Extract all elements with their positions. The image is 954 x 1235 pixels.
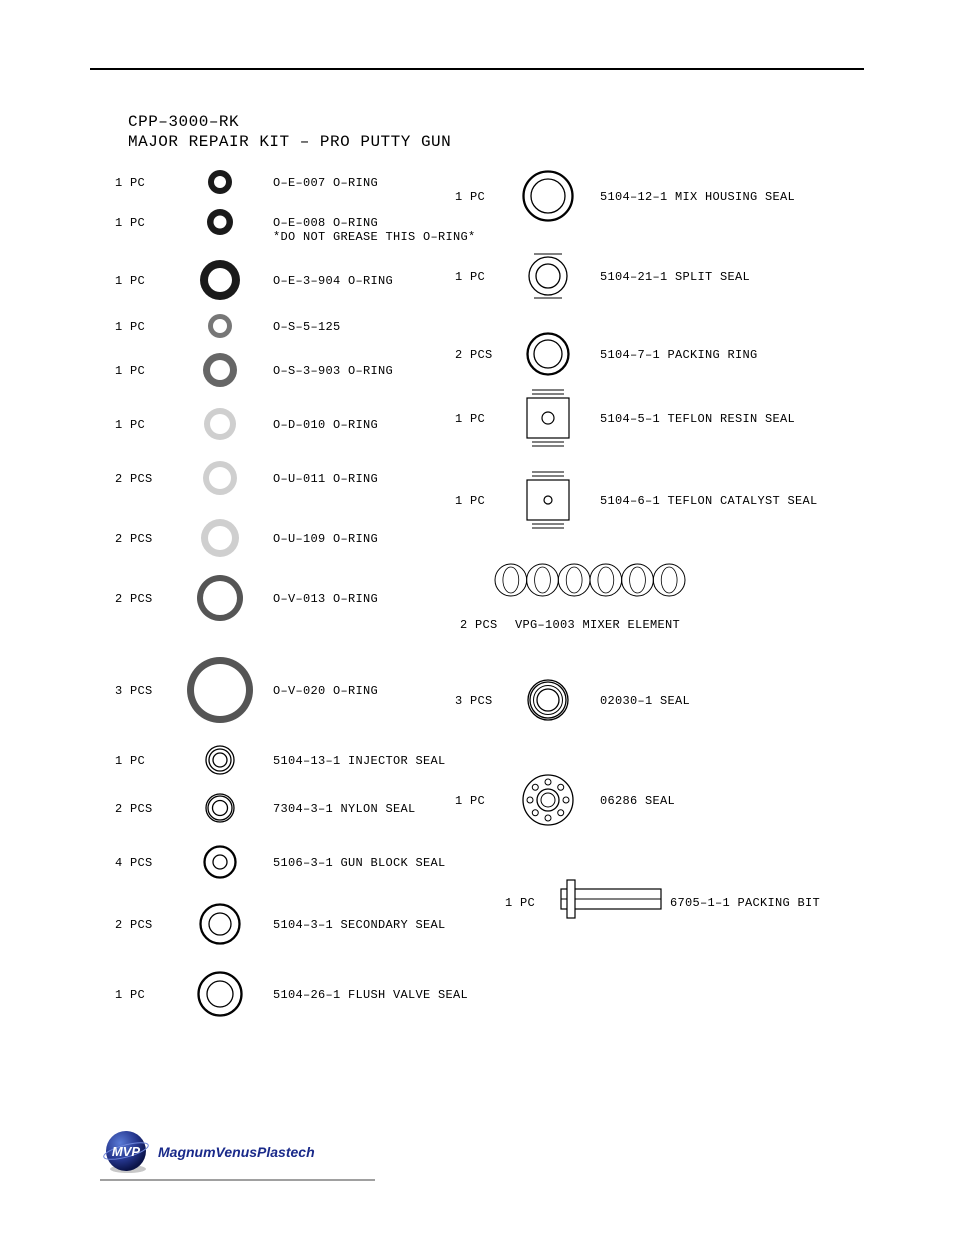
part-note: *DO NOT GREASE THIS O–RING* — [273, 230, 476, 244]
qty-label: 1 PC — [455, 794, 510, 808]
part-description: 5104–12–1 MIX HOUSING SEAL — [600, 190, 795, 204]
ring-icon — [200, 260, 240, 305]
svg-text:MVP: MVP — [112, 1144, 141, 1159]
ring-icon — [208, 314, 232, 343]
bit-icon — [549, 880, 663, 929]
logo: MVP MagnumVenusPlastech — [100, 1129, 315, 1175]
qty-label: 1 PC — [455, 494, 510, 508]
double-ring-icon — [205, 793, 235, 828]
ring-icon — [203, 353, 237, 392]
part-description: O–V–020 O–RING — [273, 684, 378, 698]
heading-line1: CPP–3000–RK — [128, 112, 451, 132]
part-description: O–E–3–904 O–RING — [273, 274, 393, 288]
split-seal-icon — [528, 252, 568, 305]
qty-label: 3 PCS — [455, 694, 510, 708]
ring-icon — [204, 408, 236, 445]
ring-icon — [207, 209, 233, 240]
qty-label: 1 PC — [115, 216, 170, 230]
part-description: VPG–1003 MIXER ELEMENT — [515, 618, 680, 632]
part-description: 5104–3–1 SECONDARY SEAL — [273, 918, 446, 932]
flange-icon — [522, 774, 574, 831]
double-ring-icon — [526, 332, 570, 381]
qty-label: 2 PCS — [115, 532, 170, 546]
heading-line2: MAJOR REPAIR KIT – PRO PUTTY GUN — [128, 132, 451, 152]
heading: CPP–3000–RK MAJOR REPAIR KIT – PRO PUTTY… — [128, 112, 451, 152]
mixer-icon — [495, 563, 685, 602]
logo-text: MagnumVenusPlastech — [158, 1144, 315, 1160]
ring-icon — [201, 519, 239, 562]
triple-ring-icon — [527, 679, 569, 726]
qty-label: 1 PC — [115, 754, 170, 768]
part-description: O–U–109 O–RING — [273, 532, 378, 546]
ring-icon — [197, 575, 243, 626]
qty-label: 3 PCS — [115, 684, 170, 698]
part-description: 5104–26–1 FLUSH VALVE SEAL — [273, 988, 468, 1002]
qty-label: 1 PC — [455, 412, 510, 426]
double-ring-icon — [522, 170, 574, 227]
part-description: 5104–7–1 PACKING RING — [600, 348, 758, 362]
part-description: 5104–13–1 INJECTOR SEAL — [273, 754, 446, 768]
part-description: 06286 SEAL — [600, 794, 675, 808]
qty-label: 1 PC — [455, 270, 510, 284]
qty-label: 4 PCS — [115, 856, 170, 870]
qty-label: 1 PC — [115, 364, 170, 378]
mvp-globe-icon: MVP — [100, 1129, 154, 1175]
part-description: 5104–5–1 TEFLON RESIN SEAL — [600, 412, 795, 426]
qty-label: 2 PCS — [115, 918, 170, 932]
teflon-icon — [526, 388, 570, 453]
qty-label: 2 PCS — [115, 592, 170, 606]
ring-icon — [203, 461, 237, 500]
part-description: O–U–011 O–RING — [273, 472, 378, 486]
page: CPP–3000–RK MAJOR REPAIR KIT – PRO PUTTY… — [0, 0, 954, 1235]
qty-label: 1 PC — [115, 176, 170, 190]
qty-label: 1 PC — [115, 320, 170, 334]
qty-label: 2 PCS — [460, 618, 515, 632]
part-description: O–V–013 O–RING — [273, 592, 378, 606]
part-description: O–E–008 O–RING — [273, 216, 378, 230]
double-ring-icon — [205, 745, 235, 780]
part-description: O–E–007 O–RING — [273, 176, 378, 190]
part-description: 5104–21–1 SPLIT SEAL — [600, 270, 750, 284]
qty-label: 2 PCS — [455, 348, 510, 362]
part-description: O–D–010 O–RING — [273, 418, 378, 432]
part-description: 6705–1–1 PACKING BIT — [670, 896, 820, 910]
part-description: 02030–1 SEAL — [600, 694, 690, 708]
ring-icon — [187, 657, 253, 728]
part-description: O–S–3–903 O–RING — [273, 364, 393, 378]
part-description: 7304–3–1 NYLON SEAL — [273, 802, 416, 816]
qty-label: 2 PCS — [115, 472, 170, 486]
ring-icon — [208, 170, 232, 199]
teflon-icon — [526, 470, 570, 535]
double-ring-icon — [197, 971, 243, 1022]
qty-label: 2 PCS — [115, 802, 170, 816]
double-ring-icon — [199, 903, 241, 950]
qty-label: 1 PC — [455, 190, 510, 204]
qty-label: 1 PC — [115, 274, 170, 288]
top-rule — [90, 68, 864, 70]
part-description: 5106–3–1 GUN BLOCK SEAL — [273, 856, 446, 870]
qty-label: 1 PC — [115, 988, 170, 1002]
part-description: 5104–6–1 TEFLON CATALYST SEAL — [600, 494, 818, 508]
double-ring-icon — [203, 845, 237, 884]
logo-underline — [100, 1179, 375, 1181]
qty-label: 1 PC — [115, 418, 170, 432]
part-description: O–S–5–125 — [273, 320, 341, 334]
